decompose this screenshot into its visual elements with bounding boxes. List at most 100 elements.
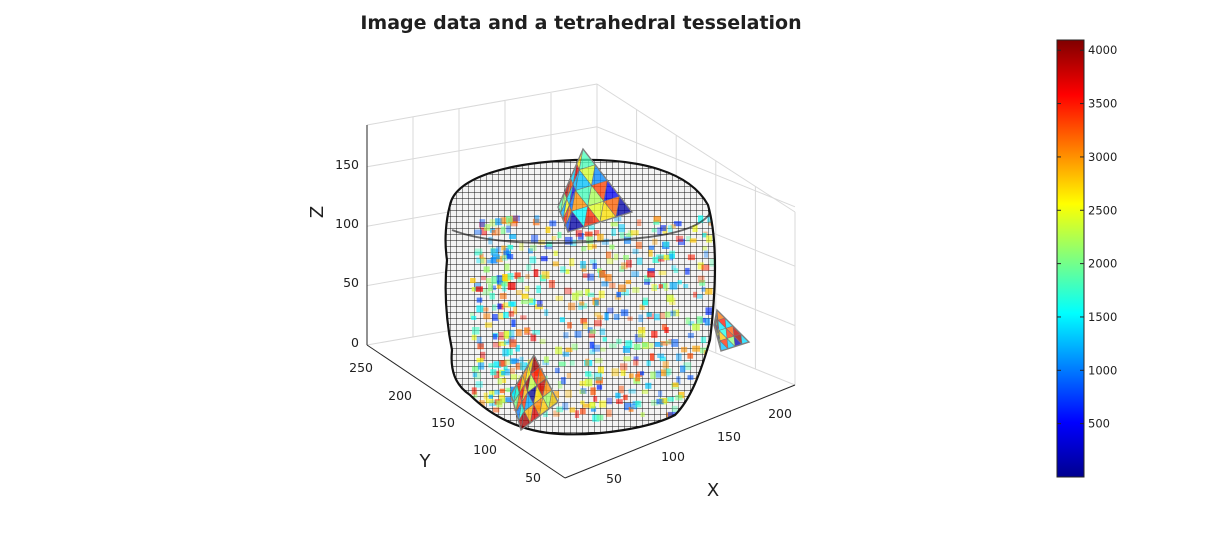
y-axis-line [366, 344, 566, 479]
colored-voxel-cell [707, 364, 714, 369]
colorbar-tick-label: 4000 [1088, 43, 1117, 57]
colored-voxel-cell [495, 227, 501, 236]
colored-voxel-cell [525, 274, 530, 279]
colored-voxel-cell [696, 316, 703, 324]
colored-voxel-cell [687, 254, 695, 261]
colored-voxel-cell [683, 283, 689, 289]
colored-voxel-cell [650, 399, 659, 406]
colored-voxel-cell [651, 283, 657, 291]
colored-voxel-cell [677, 280, 682, 285]
tetrahedron-bottom [510, 353, 559, 432]
colored-voxel-cell [692, 225, 698, 232]
colored-voxel-cell [592, 344, 600, 352]
colored-voxel-cell [697, 275, 705, 283]
colored-voxel-cell [614, 215, 622, 222]
colored-voxel-cell [506, 216, 513, 223]
colored-voxel-cell [488, 283, 493, 292]
colored-voxel-cell [564, 236, 573, 245]
colored-voxel-cell [587, 374, 594, 380]
colored-voxel-cell [551, 236, 557, 241]
colored-voxel-cell [519, 242, 524, 251]
colored-voxel-cell [634, 334, 642, 342]
colored-voxel-cell [661, 369, 667, 377]
colorbar-tick-label: 3500 [1088, 97, 1117, 111]
grid-line [596, 83, 796, 213]
x-tick-label: 50 [606, 471, 622, 486]
colored-voxel-cell [579, 301, 585, 306]
colored-voxel-cell [530, 333, 537, 342]
colored-voxel-cell [560, 377, 566, 385]
colored-voxel-cell [702, 246, 708, 251]
colored-voxel-cell [664, 327, 669, 333]
colored-voxel-cell [575, 290, 584, 297]
colored-voxel-cell [590, 387, 596, 396]
colored-voxel-cell [645, 382, 652, 389]
colored-voxel-cell [562, 402, 569, 411]
colored-voxel-cell [609, 244, 615, 250]
colored-voxel-cell [502, 217, 510, 225]
tetrahedron-right [713, 308, 751, 352]
colored-voxel-cell [509, 339, 517, 348]
colored-voxel-cell [582, 403, 591, 408]
colored-voxel-cell [631, 271, 640, 277]
colored-voxel-cell [685, 317, 690, 325]
colored-voxel-cell [673, 221, 682, 227]
colored-voxel-cell [602, 337, 607, 342]
colored-voxel-cell [618, 284, 627, 292]
colored-voxel-cell [515, 344, 520, 352]
colored-voxel-cell [680, 365, 686, 373]
colored-voxel-cell [544, 245, 553, 250]
colored-voxel-cell [557, 381, 563, 389]
colored-voxel-cell [502, 348, 509, 357]
colored-voxel-cell [543, 356, 549, 363]
colored-voxel-cell [580, 318, 588, 324]
colored-voxel-cell [651, 228, 657, 233]
colored-voxel-cell [664, 283, 669, 291]
colored-voxel-cell [472, 366, 479, 372]
colored-voxel-cell [516, 290, 523, 295]
colored-voxel-cell [506, 225, 511, 233]
colored-voxel-cell [666, 368, 672, 375]
colored-voxel-cell [589, 341, 595, 349]
colored-voxel-cell [555, 295, 564, 301]
colored-voxel-cell [479, 222, 486, 228]
colored-voxel-cell [607, 307, 614, 314]
colored-voxel-cell [500, 226, 506, 234]
colored-voxel-cell [678, 238, 685, 245]
colored-voxel-cell [471, 315, 477, 320]
colored-voxel-cell [597, 366, 604, 374]
colored-voxel-cell [502, 283, 507, 292]
colored-voxel-cell [709, 259, 715, 267]
colored-voxel-cell [493, 407, 500, 413]
colorbar-ticks: 500 1000 1500 2000 2500 3000 3500 4000 [1057, 43, 1117, 431]
colorbar-gradient [1056, 39, 1085, 478]
colored-voxel-cell [668, 253, 675, 259]
colored-voxel-cell [690, 406, 698, 414]
colored-voxel-cell [580, 388, 587, 394]
colored-voxel-cell [481, 307, 489, 312]
x-axis-line [564, 384, 796, 479]
colored-voxel-cell [625, 280, 632, 285]
colored-voxel-cell [671, 339, 679, 347]
colored-voxel-cell [621, 262, 628, 270]
colored-voxel-cell [491, 285, 496, 291]
colored-voxel-cell [630, 403, 638, 410]
colored-voxel-cell [569, 407, 576, 413]
colored-voxel-cell [621, 289, 630, 296]
colored-voxel-cell [497, 312, 504, 320]
colored-voxel-cell [499, 293, 507, 300]
colored-voxel-cell [648, 245, 655, 250]
colored-voxel-cell [660, 225, 667, 232]
colored-voxel-cell [476, 357, 484, 363]
colored-voxel-cell [528, 297, 534, 303]
colored-voxel-cell [579, 389, 586, 394]
colored-voxel-cell [512, 306, 518, 315]
colored-voxel-cell [688, 321, 695, 326]
colored-voxel-cell [519, 362, 528, 371]
colored-voxel-cell [516, 329, 522, 337]
colored-voxel-cell [699, 379, 706, 387]
colored-voxel-cell [499, 388, 505, 394]
colored-voxel-cell [504, 368, 510, 376]
colored-voxel-cell [586, 235, 594, 244]
